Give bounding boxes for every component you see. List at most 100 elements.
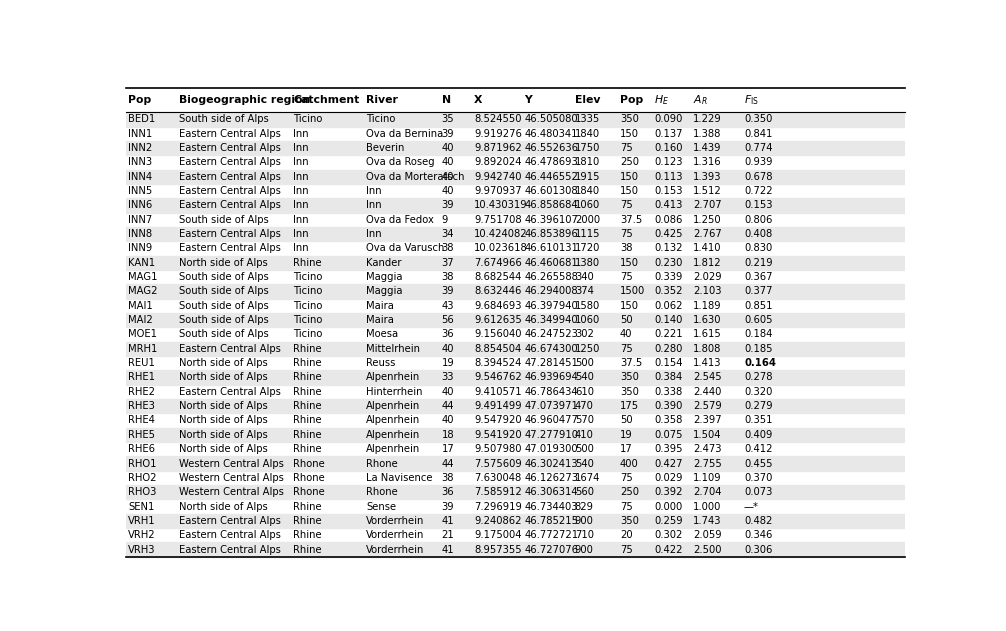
Text: 540: 540 <box>574 459 594 468</box>
Text: 10.023618: 10.023618 <box>474 244 528 254</box>
Text: 46.785215: 46.785215 <box>524 516 578 526</box>
Bar <box>126 313 905 327</box>
Text: VRH3: VRH3 <box>128 545 156 555</box>
Text: 0.164: 0.164 <box>744 358 776 368</box>
Text: Rhine: Rhine <box>294 372 322 382</box>
Text: MAI1: MAI1 <box>128 301 153 310</box>
Text: 46.734403: 46.734403 <box>524 502 577 512</box>
Text: 0.140: 0.140 <box>654 315 683 325</box>
Text: 46.480341: 46.480341 <box>524 129 577 139</box>
Text: 0.395: 0.395 <box>654 444 683 454</box>
Text: 0.425: 0.425 <box>654 229 683 239</box>
Text: MAG2: MAG2 <box>128 286 158 297</box>
Text: 350: 350 <box>620 387 639 397</box>
Text: 2.767: 2.767 <box>693 229 722 239</box>
Text: 8.394524: 8.394524 <box>474 358 522 368</box>
Text: Eastern Central Alps: Eastern Central Alps <box>179 129 281 139</box>
Text: 0.279: 0.279 <box>744 401 773 411</box>
Text: 410: 410 <box>574 430 594 440</box>
Text: 0.384: 0.384 <box>654 372 683 382</box>
Text: RHO3: RHO3 <box>128 487 157 497</box>
Text: Biogeographic region: Biogeographic region <box>179 95 310 105</box>
Text: Pop: Pop <box>620 95 643 105</box>
Text: North side of Alps: North side of Alps <box>179 257 268 268</box>
Text: 1750: 1750 <box>574 143 601 153</box>
Text: 0.062: 0.062 <box>654 301 683 310</box>
Text: —*: —* <box>744 502 759 512</box>
Text: South side of Alps: South side of Alps <box>179 286 269 297</box>
Text: 560: 560 <box>574 487 594 497</box>
Text: 40: 40 <box>442 172 454 182</box>
Text: 46.126273: 46.126273 <box>524 473 578 483</box>
Text: 75: 75 <box>620 473 633 483</box>
Text: Vorderrhein: Vorderrhein <box>366 516 425 526</box>
Text: 7.575609: 7.575609 <box>474 459 522 468</box>
Text: 400: 400 <box>620 459 639 468</box>
Text: 9.507980: 9.507980 <box>474 444 522 454</box>
Text: 1.808: 1.808 <box>693 344 721 354</box>
Text: Inn: Inn <box>294 172 309 182</box>
Text: 9.156040: 9.156040 <box>474 329 522 339</box>
Text: 0.160: 0.160 <box>654 143 683 153</box>
Text: 0.939: 0.939 <box>744 157 773 167</box>
Text: 0.422: 0.422 <box>654 545 683 555</box>
Text: Inn: Inn <box>294 201 309 210</box>
Text: 9.942740: 9.942740 <box>474 172 522 182</box>
Text: 41: 41 <box>442 516 454 526</box>
Text: 7.630048: 7.630048 <box>474 473 521 483</box>
Text: Maggia: Maggia <box>366 286 402 297</box>
Text: Ova da Morteratsch: Ova da Morteratsch <box>366 172 465 182</box>
Text: 40: 40 <box>442 186 454 196</box>
Text: 500: 500 <box>574 358 594 368</box>
Text: 1.000: 1.000 <box>693 502 721 512</box>
Text: 0.184: 0.184 <box>744 329 773 339</box>
Text: 19: 19 <box>620 430 633 440</box>
Text: 40: 40 <box>442 415 454 425</box>
Text: 39: 39 <box>442 129 454 139</box>
Text: Beverin: Beverin <box>366 143 404 153</box>
Text: Rhone: Rhone <box>366 459 397 468</box>
Text: 40: 40 <box>442 387 454 397</box>
Text: South side of Alps: South side of Alps <box>179 301 269 310</box>
Text: $H_E$: $H_E$ <box>654 93 669 107</box>
Text: 0.367: 0.367 <box>744 272 773 282</box>
Text: 9.871962: 9.871962 <box>474 143 522 153</box>
Text: 900: 900 <box>574 545 594 555</box>
Text: 46.247523: 46.247523 <box>524 329 578 339</box>
Text: 0.073: 0.073 <box>744 487 773 497</box>
Text: 0.605: 0.605 <box>744 315 773 325</box>
Text: INN5: INN5 <box>128 186 152 196</box>
Text: 7.585912: 7.585912 <box>474 487 522 497</box>
Text: 9.491499: 9.491499 <box>474 401 522 411</box>
Text: 46.294008: 46.294008 <box>524 286 577 297</box>
Text: 47.277910: 47.277910 <box>524 430 578 440</box>
Text: 8.957355: 8.957355 <box>474 545 522 555</box>
Text: Inn: Inn <box>366 201 381 210</box>
Text: 0.154: 0.154 <box>654 358 683 368</box>
Text: 0.000: 0.000 <box>654 502 683 512</box>
Text: North side of Alps: North side of Alps <box>179 401 268 411</box>
Text: 46.786434: 46.786434 <box>524 387 577 397</box>
Text: 8.854504: 8.854504 <box>474 344 521 354</box>
Text: 1380: 1380 <box>574 257 600 268</box>
Text: 1.109: 1.109 <box>693 473 722 483</box>
Text: Eastern Central Alps: Eastern Central Alps <box>179 229 281 239</box>
Text: 1250: 1250 <box>574 344 601 354</box>
Text: 9: 9 <box>442 215 448 225</box>
Text: 46.302413: 46.302413 <box>524 459 577 468</box>
Text: North side of Alps: North side of Alps <box>179 502 268 512</box>
Text: 0.113: 0.113 <box>654 172 683 182</box>
Text: 36: 36 <box>442 329 454 339</box>
Text: 0.185: 0.185 <box>744 344 773 354</box>
Text: Inn: Inn <box>294 157 309 167</box>
Text: INN6: INN6 <box>128 201 152 210</box>
Text: 0.678: 0.678 <box>744 172 773 182</box>
Text: Rhine: Rhine <box>294 344 322 354</box>
Text: 0.153: 0.153 <box>654 186 683 196</box>
Text: 0.722: 0.722 <box>744 186 773 196</box>
Bar <box>126 284 905 298</box>
Text: 39: 39 <box>442 286 454 297</box>
Text: 0.774: 0.774 <box>744 143 773 153</box>
Text: 9.970937: 9.970937 <box>474 186 522 196</box>
Text: 250: 250 <box>620 157 639 167</box>
